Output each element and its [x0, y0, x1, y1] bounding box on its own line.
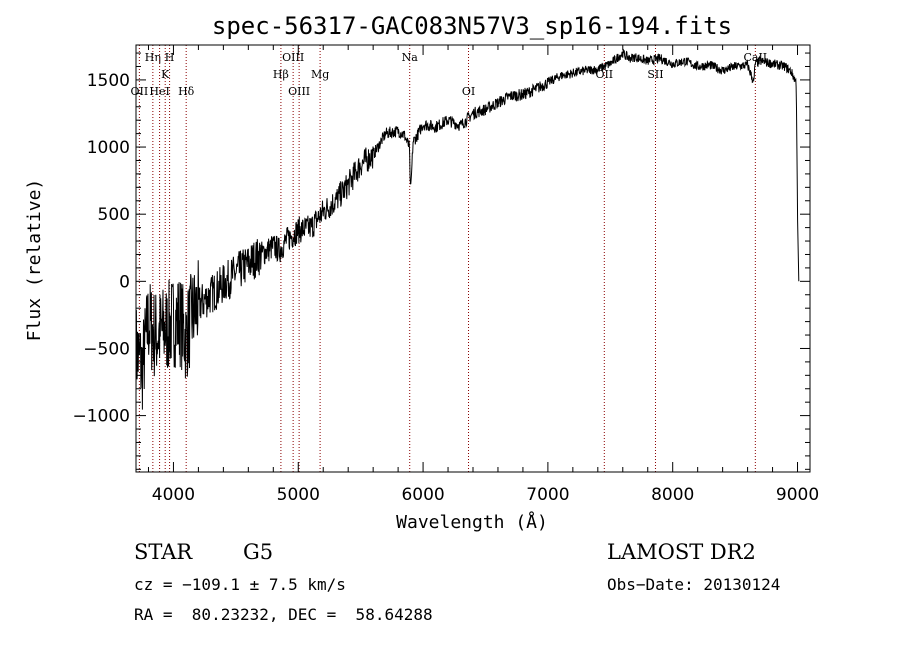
y-tick-label: −1000: [72, 407, 130, 427]
chart-title: spec-56317-GAC083N57V3_sp16-194.fits: [212, 12, 732, 40]
marker-label: HeI: [149, 85, 169, 98]
marker-label: OI: [462, 85, 475, 98]
marker-label: Hη: [145, 51, 161, 64]
y-tick-label: 0: [119, 272, 130, 292]
x-tick-label: 7000: [526, 485, 569, 505]
marker-label: OIII: [288, 85, 310, 98]
marker-label: Hδ: [178, 85, 195, 98]
x-tick-label: 8000: [651, 485, 694, 505]
redshift-readout: cz = −109.1 ± 7.5 km/s: [134, 575, 346, 594]
marker-label: SII: [647, 68, 663, 81]
marker-label: Mg: [311, 68, 329, 81]
x-axis-label: Wavelength (Å): [396, 511, 548, 533]
spectrum-line: [135, 48, 800, 410]
y-tick-label: 1000: [87, 138, 130, 158]
obs-date: Obs−Date: 20130124: [607, 575, 781, 594]
x-tick-label: 6000: [401, 485, 444, 505]
spectrum-chart: spec-56317-GAC083N57V3_sp16-194.fits OII…: [24, 12, 819, 533]
marker-label: K: [161, 68, 170, 81]
marker-label: Hβ: [273, 68, 289, 81]
y-tick-label: 1500: [87, 71, 130, 91]
plot-frame: [135, 44, 811, 473]
x-tick-label: 5000: [277, 485, 320, 505]
x-tick-label: 4000: [152, 485, 195, 505]
survey-name: LAMOST DR2: [607, 540, 756, 564]
object-subclass: G5: [243, 540, 274, 564]
marker-label: H: [165, 51, 175, 64]
coordinates: RA = 80.23232, DEC = 58.64288: [134, 605, 433, 624]
x-tick-label: 9000: [776, 485, 819, 505]
marker-label: OII: [595, 68, 613, 81]
marker-label: Na: [402, 51, 419, 64]
marker-label: OIII: [282, 51, 304, 64]
y-axis-label: Flux (relative): [24, 179, 45, 342]
y-tick-label: 500: [98, 205, 130, 225]
object-class: STAR: [134, 540, 193, 564]
marker-label: OII: [131, 85, 149, 98]
axis-ticks: 4000 5000 6000 7000 8000 9000 −1000 −500 0 500 100…: [72, 45, 819, 505]
y-tick-label: −500: [83, 339, 130, 359]
